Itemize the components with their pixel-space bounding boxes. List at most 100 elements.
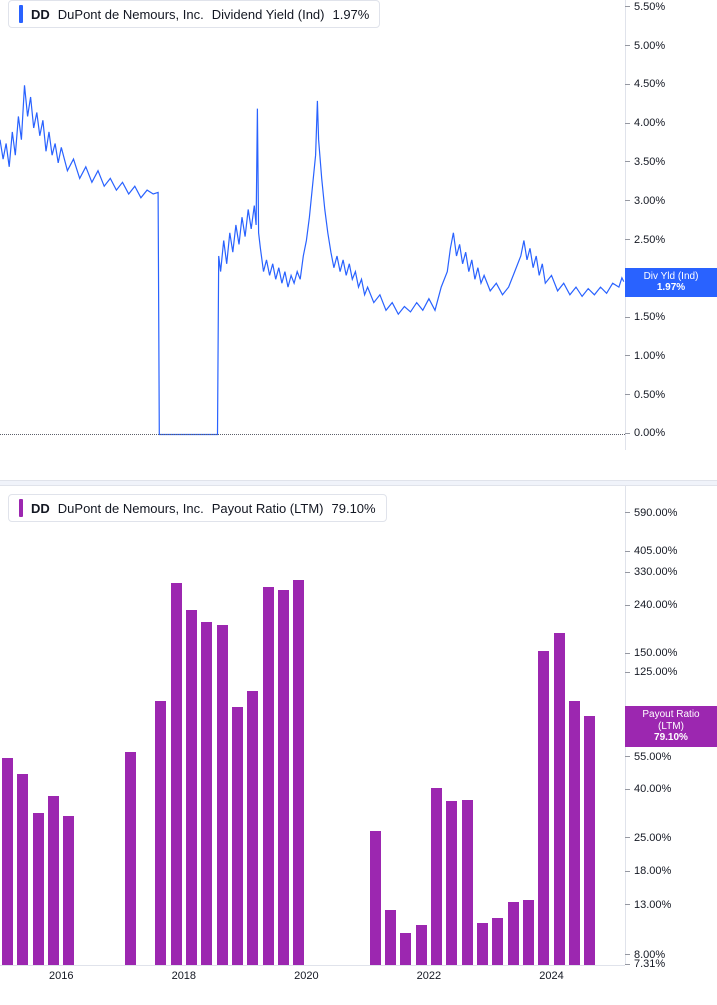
y-tick-label: 1.00% <box>630 350 665 362</box>
payout-bar[interactable] <box>446 801 457 965</box>
y-tick: 4.50% <box>625 78 717 90</box>
payout-bar[interactable] <box>171 583 182 965</box>
flag-title: Div Yld (Ind) <box>631 271 711 283</box>
chart2-header[interactable]: DD DuPont de Nemours, Inc. Payout Ratio … <box>8 494 387 522</box>
y-tick-label: 5.50% <box>630 1 665 13</box>
payout-bar[interactable] <box>2 758 13 965</box>
y-tick: 330.00% <box>625 566 717 578</box>
y-tick: 405.00% <box>625 545 717 557</box>
metric-name: Payout Ratio (LTM) <box>212 501 324 516</box>
payout-bar[interactable] <box>508 902 519 965</box>
y-tick-label: 0.00% <box>630 427 665 439</box>
payout-bar[interactable] <box>370 831 381 965</box>
y-tick-label: 18.00% <box>630 865 671 877</box>
y-tick: 125.00% <box>625 666 717 678</box>
y-tick-label: 13.00% <box>630 899 671 911</box>
flag-value: 1.97% <box>631 282 711 294</box>
y-tick-label: 55.00% <box>630 751 671 763</box>
y-tick: 13.00% <box>625 899 717 911</box>
payout-bar[interactable] <box>416 925 427 965</box>
payout-bar[interactable] <box>125 752 136 965</box>
current-value-flag: Div Yld (Ind)1.97% <box>625 268 717 297</box>
y-tick: 2.50% <box>625 234 717 246</box>
payout-bar[interactable] <box>385 910 396 965</box>
company-name: DuPont de Nemours, Inc. <box>58 7 204 22</box>
dividend-yield-chart: DD DuPont de Nemours, Inc. Dividend Yiel… <box>0 0 717 480</box>
payout-bar[interactable] <box>400 933 411 965</box>
payout-bar[interactable] <box>247 691 258 965</box>
y-tick-label: 1.50% <box>630 311 665 323</box>
y-tick: 55.00% <box>625 751 717 763</box>
payout-bar[interactable] <box>569 701 580 965</box>
payout-bar[interactable] <box>492 918 503 965</box>
chart1-y-axis[interactable]: 0.00%0.50%1.00%1.50%2.00%2.50%3.00%3.50%… <box>625 0 717 450</box>
payout-ratio-chart: DD DuPont de Nemours, Inc. Payout Ratio … <box>0 486 717 1005</box>
y-tick: 3.00% <box>625 195 717 207</box>
x-tick-label: 2018 <box>172 970 196 982</box>
ticker-symbol: DD <box>31 501 50 516</box>
y-tick-label: 2.50% <box>630 234 665 246</box>
x-tick-label: 2024 <box>539 970 563 982</box>
payout-bar[interactable] <box>462 800 473 965</box>
y-tick: 240.00% <box>625 599 717 611</box>
chart1-header[interactable]: DD DuPont de Nemours, Inc. Dividend Yiel… <box>8 0 380 28</box>
payout-bar[interactable] <box>232 707 243 965</box>
payout-bar[interactable] <box>186 610 197 965</box>
metric-name: Dividend Yield (Ind) <box>212 7 325 22</box>
y-tick-label: 125.00% <box>630 666 677 678</box>
y-tick-label: 0.50% <box>630 389 665 401</box>
flag-value: 79.10% <box>631 732 711 744</box>
y-tick: 4.00% <box>625 117 717 129</box>
ticker-color-bar <box>19 5 23 23</box>
current-value-flag: Payout Ratio (LTM)79.10% <box>625 706 717 747</box>
y-tick: 150.00% <box>625 647 717 659</box>
y-tick-label: 240.00% <box>630 599 677 611</box>
ticker-color-bar <box>19 499 23 517</box>
y-tick-label: 4.50% <box>630 78 665 90</box>
x-tick-label: 2016 <box>49 970 73 982</box>
y-tick-label: 4.00% <box>630 117 665 129</box>
y-tick-label: 330.00% <box>630 566 677 578</box>
y-tick: 40.00% <box>625 783 717 795</box>
x-tick-label: 2022 <box>417 970 441 982</box>
payout-bar[interactable] <box>293 580 304 965</box>
company-name: DuPont de Nemours, Inc. <box>58 501 204 516</box>
payout-bar[interactable] <box>538 651 549 965</box>
y-tick: 1.00% <box>625 350 717 362</box>
y-tick: 5.00% <box>625 40 717 52</box>
y-tick-label: 3.50% <box>630 156 665 168</box>
chart2-y-axis[interactable]: 7.31%8.00%13.00%18.00%25.00%40.00%55.00%… <box>625 486 717 965</box>
bar-plot[interactable] <box>0 486 625 965</box>
payout-bar[interactable] <box>554 633 565 965</box>
payout-bar[interactable] <box>523 900 534 965</box>
payout-bar[interactable] <box>48 796 59 965</box>
payout-bar[interactable] <box>201 622 212 965</box>
y-tick-label: 590.00% <box>630 507 677 519</box>
payout-bar[interactable] <box>63 816 74 965</box>
payout-bar[interactable] <box>431 788 442 965</box>
y-tick: 8.00% <box>625 949 717 961</box>
zero-baseline <box>0 434 625 435</box>
shared-x-axis[interactable]: 20162018202020222024 <box>0 965 625 985</box>
line-plot[interactable] <box>0 0 625 450</box>
y-tick: 0.00% <box>625 427 717 439</box>
y-tick-label: 5.00% <box>630 40 665 52</box>
payout-bar[interactable] <box>263 587 274 965</box>
y-tick-label: 150.00% <box>630 647 677 659</box>
y-tick: 590.00% <box>625 507 717 519</box>
payout-bar[interactable] <box>217 625 228 965</box>
payout-bar[interactable] <box>278 590 289 965</box>
metric-value: 1.97% <box>332 7 369 22</box>
flag-title: Payout Ratio (LTM) <box>631 709 711 732</box>
payout-bar[interactable] <box>155 701 166 965</box>
y-tick: 25.00% <box>625 832 717 844</box>
payout-bar[interactable] <box>17 774 28 965</box>
metric-value: 79.10% <box>332 501 376 516</box>
y-tick-label: 405.00% <box>630 545 677 557</box>
y-tick-label: 40.00% <box>630 783 671 795</box>
payout-bar[interactable] <box>584 716 595 965</box>
ticker-symbol: DD <box>31 7 50 22</box>
payout-bar[interactable] <box>477 923 488 965</box>
payout-bar[interactable] <box>33 813 44 965</box>
y-tick: 1.50% <box>625 311 717 323</box>
